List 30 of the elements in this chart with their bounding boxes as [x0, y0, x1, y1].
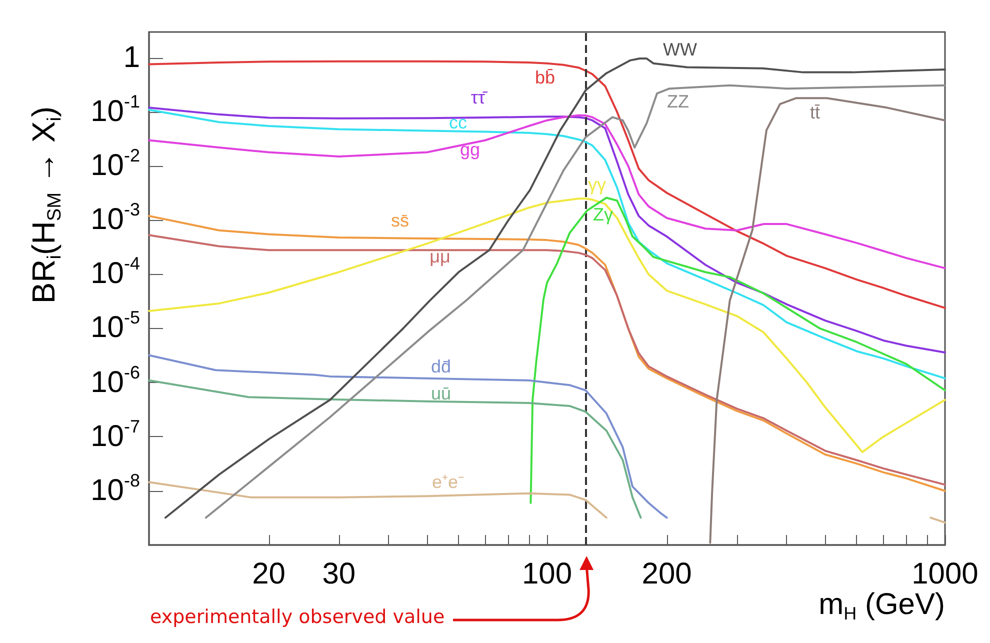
y-tick-label: 10$^{-4}$	[90, 254, 140, 290]
x-tick-label: 100	[522, 558, 572, 590]
series-label: γγ	[588, 174, 606, 196]
y-tick-label: 10$^{-3}$	[90, 200, 140, 236]
series-label: ss̄	[391, 210, 409, 232]
y-tick-label: 1	[123, 40, 140, 74]
series-label: uū	[430, 384, 452, 404]
text: experimentally observed value	[150, 606, 445, 628]
series-label: e⁺e⁻	[432, 471, 464, 493]
y-tick-label: 10$^{-2}$	[90, 146, 140, 182]
y-tick-label: 10$^{-1}$	[90, 91, 140, 128]
x-tick-label: 30	[322, 558, 356, 590]
y-tick-label: 10$^{-6}$	[90, 362, 140, 399]
series-label: dd̄	[430, 356, 452, 378]
y-tick-label: 10$^{-7}$	[90, 416, 140, 453]
series-label: gg	[460, 140, 480, 160]
x-axis-title: m$_{H}$ (GeV)	[818, 588, 945, 624]
series-label: μμ	[430, 246, 450, 268]
x-tick-label: 200	[642, 558, 692, 590]
y-tick-label: 10$^{-8}$	[90, 470, 140, 507]
y-tick-label: 10$^{-5}$	[90, 308, 140, 344]
series-label: ZZ	[667, 92, 689, 112]
series-label: tt̄	[810, 102, 820, 124]
series-label: cc	[449, 112, 467, 134]
series-label: ττ̄	[470, 88, 486, 108]
x-tick-label: 1000	[912, 558, 978, 590]
series-label: Zγ	[593, 204, 613, 226]
x-tick-label: 20	[252, 558, 286, 590]
series-label: WW	[663, 40, 697, 60]
series-label: bb̄	[534, 68, 556, 88]
